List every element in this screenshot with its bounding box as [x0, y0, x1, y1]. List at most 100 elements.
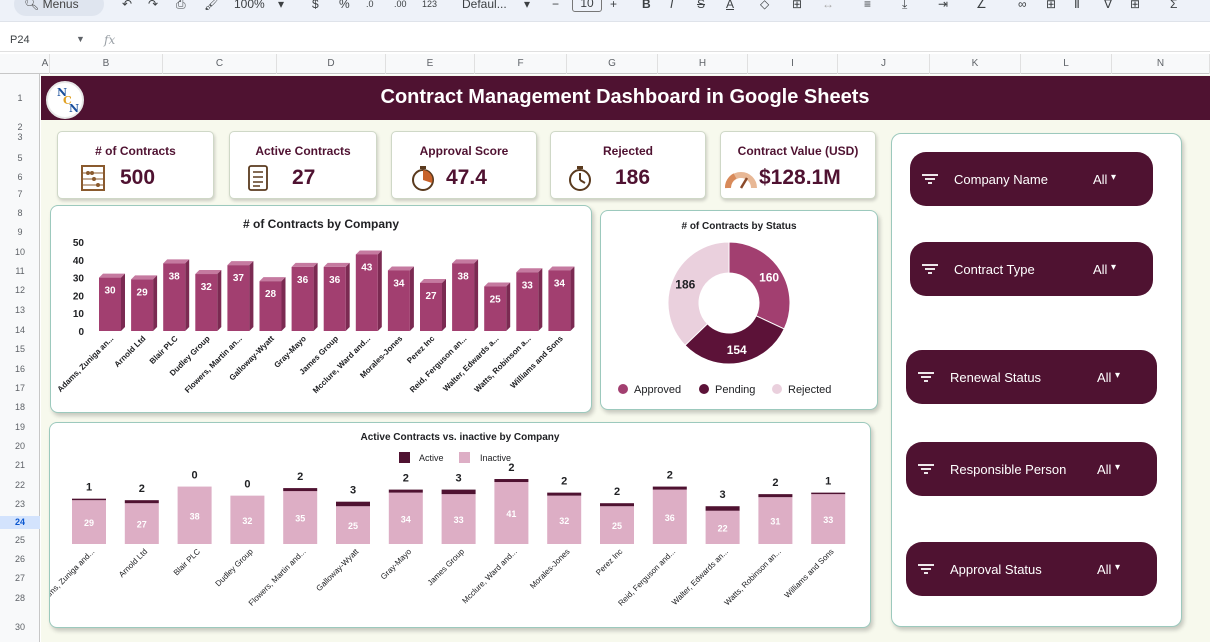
slicer-renewal-status[interactable]: Renewal Status All ▾ — [906, 350, 1157, 404]
slicer-value[interactable]: All — [1093, 172, 1108, 187]
row-header[interactable]: 26 — [14, 554, 25, 564]
row-header[interactable]: 22 — [14, 480, 25, 490]
row-header[interactable]: 21 — [14, 460, 25, 470]
minus-icon[interactable]: − — [552, 0, 560, 11]
row-header[interactable]: 18 — [14, 402, 25, 412]
increase-decimal[interactable]: .00 — [394, 0, 407, 9]
font-size-input[interactable]: 10 — [572, 0, 602, 12]
slicer-contract-type[interactable]: Contract Type All ▾ — [910, 242, 1153, 296]
chevron-down-icon[interactable]: ▾ — [1115, 370, 1121, 381]
font-select[interactable]: Defaul... — [462, 0, 507, 11]
column-header[interactable]: F — [475, 54, 567, 74]
column-header[interactable]: C — [163, 54, 277, 74]
kpi-value: 47.4 — [446, 166, 487, 189]
link-icon[interactable]: ∞ — [1018, 0, 1027, 11]
bar-front — [420, 282, 442, 331]
row-header[interactable]: 19 — [14, 422, 25, 432]
row-header[interactable]: 13 — [14, 305, 25, 315]
row-header[interactable]: 5 — [17, 153, 23, 163]
slicer-value[interactable]: All — [1093, 262, 1108, 277]
filter-icon[interactable]: ∇ — [1104, 0, 1113, 11]
plus-icon[interactable]: + — [610, 0, 618, 11]
vertical-align-icon[interactable]: ⤓ — [902, 0, 908, 11]
row-header[interactable]: 14 — [14, 325, 25, 335]
slicer-value[interactable]: All — [1097, 562, 1112, 577]
functions-table-icon[interactable]: ⊞ — [1130, 0, 1141, 11]
column-header[interactable]: A — [41, 54, 50, 74]
undo-icon[interactable]: ↶ — [122, 0, 133, 11]
row-header[interactable]: 24 — [0, 516, 40, 529]
row-header[interactable]: 2 — [17, 122, 23, 132]
chevron-down-icon[interactable]: ▾ — [1111, 262, 1117, 273]
column-header[interactable]: K — [930, 54, 1021, 74]
zoom-select[interactable]: 100% — [234, 0, 265, 11]
align-left-icon[interactable]: ≡ — [864, 0, 872, 11]
row-header[interactable]: 8 — [17, 208, 23, 218]
bold-icon[interactable]: B — [642, 0, 651, 11]
row-header[interactable]: 12 — [14, 285, 25, 295]
text-rotation-icon[interactable]: ∠ — [976, 0, 987, 11]
row-header[interactable]: 11 — [15, 266, 25, 276]
number-format[interactable]: 123 — [422, 0, 438, 9]
chevron-down-icon[interactable]: ▾ — [524, 0, 531, 11]
slicer-responsible-person[interactable]: Responsible Person All ▾ — [906, 442, 1157, 496]
column-header[interactable]: L — [1021, 54, 1112, 74]
contracts-by-company-chart[interactable]: # of Contracts by Company 0 10 20 30 40 50 30 A… — [50, 205, 592, 413]
column-header[interactable]: E — [386, 54, 475, 74]
column-header[interactable]: J — [838, 54, 930, 74]
row-header[interactable]: 6 — [17, 172, 23, 182]
name-box[interactable]: P24 — [10, 34, 30, 46]
column-header[interactable]: B — [50, 54, 163, 74]
row-header[interactable]: 9 — [17, 227, 23, 237]
row-header[interactable]: 20 — [14, 441, 25, 451]
slicer-company-name[interactable]: Company Name All ▾ — [910, 152, 1153, 206]
chevron-down-icon[interactable]: ▾ — [278, 0, 285, 11]
bar-side — [538, 268, 543, 331]
sum-icon[interactable]: Σ — [1170, 0, 1178, 11]
column-header[interactable]: H — [658, 54, 748, 74]
chevron-down-icon[interactable]: ▾ — [1111, 172, 1117, 183]
row-header[interactable]: 17 — [14, 383, 25, 393]
row-header[interactable]: 23 — [14, 499, 25, 509]
row-header[interactable]: 7 — [17, 189, 23, 199]
currency-format[interactable]: $ — [312, 0, 319, 11]
row-header[interactable]: 15 — [14, 344, 25, 354]
row-header[interactable]: 28 — [14, 593, 25, 603]
text-wrap-icon[interactable]: ⇥ — [938, 0, 949, 11]
active-vs-inactive-chart[interactable]: Active Contracts vs. inactive by Company… — [49, 422, 871, 628]
italic-icon[interactable]: I — [670, 0, 674, 11]
data-label: 41 — [506, 509, 516, 519]
column-header[interactable]: D — [277, 54, 386, 74]
redo-icon[interactable]: ↷ — [148, 0, 159, 11]
row-header[interactable]: 10 — [14, 247, 25, 257]
slicer-approval-status[interactable]: Approval Status All ▾ — [906, 542, 1157, 596]
borders-icon[interactable]: ⊞ — [792, 0, 803, 11]
menus-search[interactable]: 🔍︎ Menus — [14, 0, 104, 16]
row-header[interactable]: 25 — [14, 535, 25, 545]
comment-icon[interactable]: ⊞ — [1046, 0, 1057, 11]
paint-format-icon[interactable]: 🖌︎ — [204, 0, 220, 11]
contracts-by-status-chart[interactable]: # of Contracts by Status 160 154 186 Approv… — [600, 210, 878, 410]
strikethrough-icon[interactable]: S — [697, 0, 706, 11]
column-header[interactable]: G — [567, 54, 658, 74]
row-header[interactable]: 30 — [14, 622, 25, 632]
chevron-down-icon[interactable]: ▾ — [1115, 462, 1121, 473]
chevron-down-icon[interactable]: ▾ — [1115, 562, 1121, 573]
row-header[interactable]: 1 — [17, 93, 23, 103]
text-color-icon[interactable]: A — [726, 0, 735, 11]
bar-active — [494, 479, 529, 483]
merge-cells-icon[interactable]: ↔ — [822, 0, 834, 11]
percent-format[interactable]: % — [339, 0, 350, 11]
row-header[interactable]: 16 — [14, 364, 25, 374]
print-icon[interactable]: ⎙ — [176, 0, 186, 11]
slicer-value[interactable]: All — [1097, 370, 1112, 385]
slicer-value[interactable]: All — [1097, 462, 1112, 477]
fill-color-icon[interactable]: ◇ — [760, 0, 770, 11]
row-header[interactable]: 3 — [17, 132, 23, 142]
chart-icon[interactable]: Ⅱ — [1074, 0, 1080, 11]
chevron-down-icon[interactable]: ▼ — [76, 34, 85, 44]
column-header[interactable]: I — [748, 54, 838, 74]
row-header[interactable]: 27 — [14, 573, 25, 583]
column-header[interactable]: N — [1112, 54, 1210, 74]
decrease-decimal[interactable]: .0 — [366, 0, 374, 9]
